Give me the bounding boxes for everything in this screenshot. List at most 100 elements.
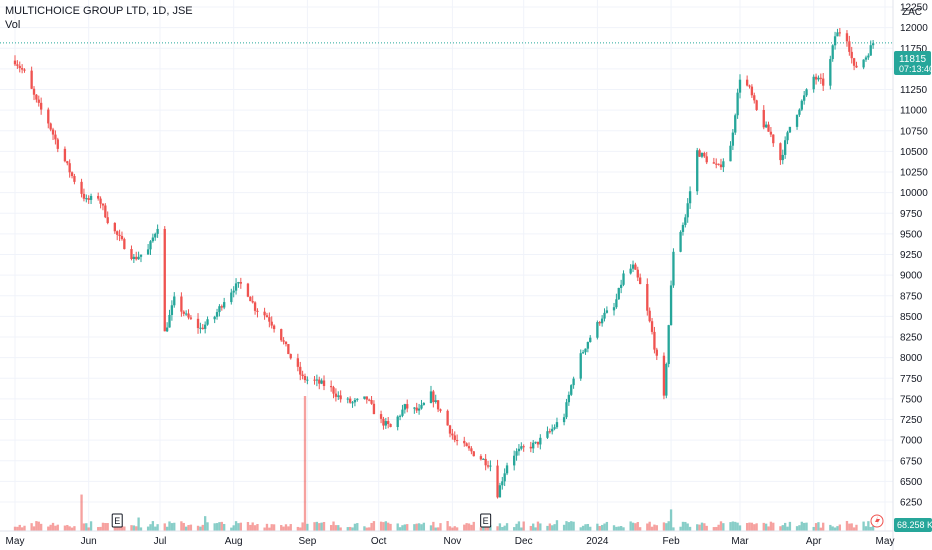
candle-body	[146, 249, 150, 255]
candle-body	[318, 379, 321, 384]
candle-body	[722, 161, 725, 168]
volume-bar	[852, 527, 856, 531]
candle-body	[605, 310, 609, 313]
volume-bar	[351, 527, 354, 531]
candle-body	[272, 325, 276, 330]
candle-body	[268, 317, 271, 322]
volume-bar	[719, 521, 723, 531]
time-tick-label: Aug	[225, 536, 243, 547]
volume-bar	[636, 521, 639, 531]
volume-bar	[97, 527, 100, 531]
volume-bar	[332, 521, 335, 531]
price-axis[interactable]: 6250 6500 6750 7000 7250 7500 7750 8000 8250 8500…	[900, 3, 928, 509]
volume-bar	[734, 521, 737, 531]
candle-body	[163, 228, 166, 332]
candle-body	[403, 404, 407, 410]
candle-body	[332, 387, 335, 394]
volume-bar	[700, 522, 704, 531]
volume-bar	[398, 527, 402, 531]
volume-bar	[795, 526, 799, 531]
candle-body	[688, 191, 692, 204]
candle-body	[581, 352, 585, 354]
candle-body	[296, 358, 300, 367]
volume-bar	[548, 523, 552, 531]
candle-body	[165, 327, 169, 332]
candle-body	[534, 441, 537, 443]
volume-bar	[448, 526, 452, 531]
candle-body	[753, 95, 756, 101]
candle-body	[303, 376, 307, 381]
volume-bar	[63, 525, 67, 531]
volume-bar	[522, 521, 525, 531]
volume-bar	[715, 526, 718, 531]
volume-bar	[781, 525, 784, 531]
volume-bar	[32, 526, 36, 531]
volume-bar	[189, 524, 193, 531]
volume-bar	[705, 525, 708, 531]
time-axis[interactable]: May Jun Jul Aug Sep Oct Nov Dec 2024 Feb Mar Apr May	[6, 536, 895, 547]
volume-bar	[13, 526, 17, 531]
candle-body	[717, 163, 720, 165]
candle-body	[54, 134, 57, 140]
volume-bar	[750, 522, 754, 531]
volume-bar	[417, 523, 421, 531]
volume-bar	[622, 527, 625, 531]
earnings-marker[interactable]: E	[111, 513, 123, 528]
volume-bar	[270, 524, 273, 531]
earnings-marker[interactable]: E	[480, 513, 492, 528]
candle-body	[800, 100, 803, 110]
candle-body	[455, 440, 459, 442]
candle-body	[565, 402, 568, 418]
volume-bar	[836, 526, 839, 531]
candle-body	[638, 277, 642, 285]
candle-body	[429, 391, 433, 404]
candle-body	[486, 465, 490, 467]
time-tick-label: Feb	[662, 536, 680, 547]
last-price-value: 11815	[899, 54, 927, 65]
volume-bar	[565, 521, 568, 531]
volume-bar	[498, 523, 502, 531]
volume-bar	[686, 523, 689, 531]
volume-bar	[489, 525, 492, 531]
volume-bar	[667, 521, 670, 531]
volume-bar	[54, 525, 57, 531]
volume-bar	[73, 526, 76, 531]
candle-body	[432, 391, 435, 403]
price-tick-label: 8000	[900, 353, 923, 364]
volume-bar	[287, 526, 290, 531]
volume-bar	[234, 521, 238, 531]
candle-body	[734, 115, 737, 133]
price-tick-label: 12250	[900, 3, 928, 14]
candle-body	[299, 366, 302, 375]
price-tick-label: 11000	[900, 106, 928, 117]
svg-text:E: E	[483, 516, 489, 526]
candle-body	[795, 114, 799, 127]
last-price-badge: 11815 07:13:40	[894, 51, 932, 75]
volume-bar	[603, 523, 606, 531]
volume-bars	[13, 396, 875, 531]
candle-body	[738, 79, 742, 93]
candle-body	[598, 322, 601, 324]
volume-bar	[370, 522, 373, 531]
candle-body	[348, 398, 352, 403]
candle-body	[170, 305, 174, 315]
candle-body	[353, 399, 357, 403]
candle-body	[786, 132, 789, 141]
volume-bar	[196, 525, 200, 531]
candle-body	[634, 264, 637, 270]
lightning-icon[interactable]	[870, 514, 884, 528]
volume-bar	[570, 521, 573, 531]
candle-body	[719, 164, 723, 168]
volume-bar	[313, 522, 316, 531]
volume-bar	[220, 521, 223, 531]
volume-bar	[168, 521, 171, 531]
volume-bar	[812, 526, 815, 531]
volume-bar	[829, 524, 832, 531]
volume-bar	[384, 521, 387, 531]
volume-bar	[299, 527, 302, 531]
candle-body	[712, 162, 716, 164]
volume-bar	[282, 526, 285, 531]
volume-bar	[387, 522, 390, 531]
candle-body	[346, 398, 349, 400]
